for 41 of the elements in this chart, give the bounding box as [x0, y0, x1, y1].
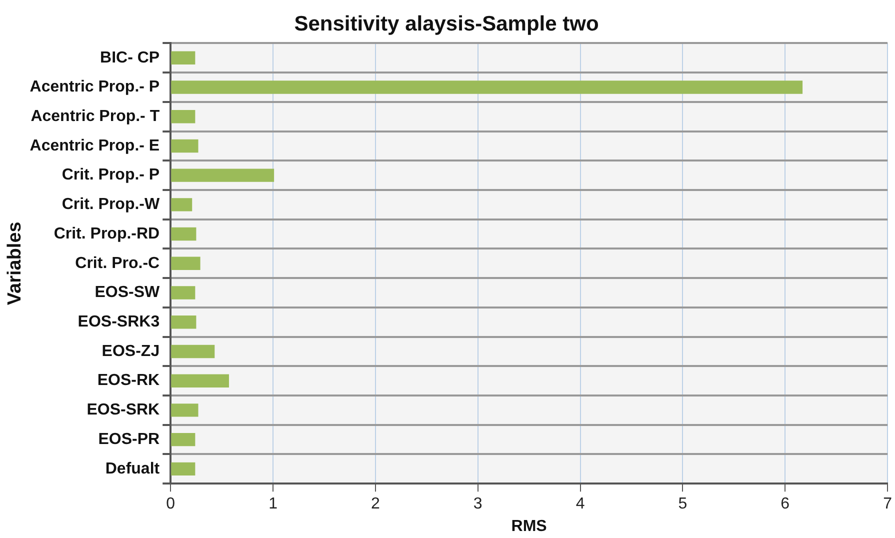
y-tick-label: Acentric Prop.- T	[30, 108, 160, 126]
bar	[171, 168, 274, 182]
x-tick-label: 3	[473, 496, 482, 513]
y-tick-label: EOS-SRK	[86, 402, 160, 419]
y-tick-label: EOS-SRK3	[78, 314, 160, 331]
x-tick-label: 4	[576, 496, 585, 513]
chart-title: Sensitivity alaysis-Sample two	[294, 12, 599, 36]
bar	[171, 374, 229, 388]
y-tick-label: Crit. Prop.-W	[62, 196, 161, 214]
x-tick-label: 7	[883, 496, 892, 513]
y-tick-label: EOS-PR	[98, 430, 160, 448]
bar	[171, 110, 196, 124]
bar	[171, 80, 803, 94]
x-tick-label: 2	[370, 496, 380, 513]
y-tick-label: BIC- CP	[100, 49, 160, 66]
y-tick-label: Crit. Prop.-RD	[54, 225, 160, 242]
y-tick-label: EOS-SW	[94, 284, 161, 302]
y-axis-title: Variables	[4, 222, 26, 306]
x-tick-label: 0	[166, 496, 176, 513]
bar	[171, 227, 196, 241]
bar	[171, 344, 215, 358]
bar	[171, 198, 192, 212]
y-tick-label: Defualt	[105, 460, 160, 478]
y-tick-label: Crit. Pro.-C	[75, 254, 160, 272]
x-axis-title: RMS	[511, 518, 548, 535]
x-tick-label: 5	[678, 496, 688, 513]
y-tick-label: Crit. Prop.- P	[62, 166, 160, 184]
x-tick-label: 6	[780, 496, 790, 513]
bar	[171, 139, 198, 153]
bar	[171, 286, 196, 300]
bar	[171, 256, 200, 270]
bar	[171, 462, 196, 476]
y-tick-label: Acentric Prop.- E	[30, 137, 160, 154]
y-tick-label: Acentric Prop.- P	[30, 78, 160, 96]
y-tick-label: EOS-ZJ	[102, 342, 160, 360]
bar	[171, 51, 196, 64]
bar	[171, 404, 198, 417]
bar	[171, 432, 196, 446]
x-tick-label: 1	[268, 496, 278, 513]
bar	[171, 316, 196, 329]
y-tick-label: EOS-RK	[97, 372, 160, 390]
